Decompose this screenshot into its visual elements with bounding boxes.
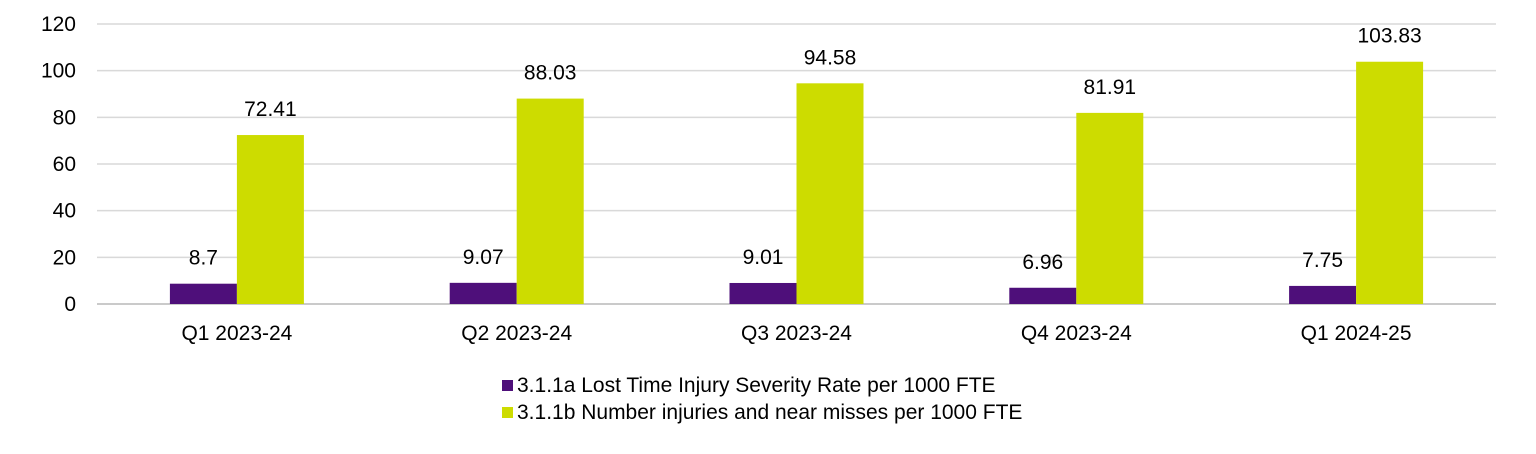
bar-series-b — [1076, 112, 1144, 304]
data-label: 94.58 — [804, 46, 857, 69]
y-tick-label: 0 — [64, 293, 76, 316]
data-labels: 8.7 72.41 9.07 88.03 9.01 94.58 6.96 81.91 7.75 1… — [189, 25, 1422, 274]
y-tick-label: 40 — [53, 200, 76, 223]
data-label: 88.03 — [524, 62, 577, 85]
y-axis-tick-labels: 0 20 40 60 80 100 120 — [41, 13, 76, 316]
legend-label-series-b: 3.1.1b Number injuries and near misses p… — [517, 401, 1023, 424]
legend-swatch-series-b — [502, 407, 513, 418]
y-tick-label: 120 — [41, 13, 76, 36]
y-tick-label: 80 — [53, 106, 76, 129]
data-label: 9.01 — [743, 246, 784, 269]
x-tick-label: Q1 2023-24 — [181, 322, 292, 345]
data-label: 81.91 — [1084, 76, 1137, 99]
data-label: 72.41 — [244, 98, 297, 121]
legend-item-series-a: 3.1.1a Lost Time Injury Severity Rate pe… — [502, 372, 1022, 399]
data-label: 103.83 — [1357, 25, 1421, 48]
x-axis-tick-labels: Q1 2023-24 Q2 2023-24 Q3 2023-24 Q4 2023-24… — [181, 322, 1411, 345]
legend-item-series-b: 3.1.1b Number injuries and near misses p… — [502, 399, 1022, 426]
data-label: 6.96 — [1022, 251, 1063, 274]
bar-series-a — [729, 282, 797, 304]
x-tick-label: Q4 2023-24 — [1021, 322, 1132, 345]
bar-chart: 0 20 40 60 80 100 120 8.7 72.41 9.07 88.03 9.01 94.… — [41, 13, 1496, 345]
y-tick-label: 60 — [53, 153, 76, 176]
x-tick-label: Q2 2023-24 — [461, 322, 572, 345]
legend: 3.1.1a Lost Time Injury Severity Rate pe… — [502, 372, 1022, 426]
y-tick-label: 100 — [41, 60, 76, 83]
data-label: 8.7 — [189, 247, 218, 270]
data-label: 9.07 — [463, 246, 504, 269]
bar-series-a — [449, 282, 517, 304]
x-tick-label: Q1 2024-25 — [1301, 322, 1412, 345]
data-label: 7.75 — [1302, 249, 1343, 272]
bars — [169, 61, 1424, 305]
bar-series-a — [1289, 285, 1357, 304]
y-tick-label: 20 — [53, 246, 76, 269]
bar-series-a — [169, 283, 237, 304]
bar-series-b — [796, 83, 864, 305]
legend-swatch-series-a — [502, 380, 513, 391]
bar-series-b — [516, 98, 584, 304]
bar-series-b — [1356, 61, 1424, 305]
x-tick-label: Q3 2023-24 — [741, 322, 852, 345]
legend-label-series-a: 3.1.1a Lost Time Injury Severity Rate pe… — [517, 374, 996, 397]
bar-series-b — [236, 135, 304, 304]
bar-series-a — [1009, 287, 1077, 304]
